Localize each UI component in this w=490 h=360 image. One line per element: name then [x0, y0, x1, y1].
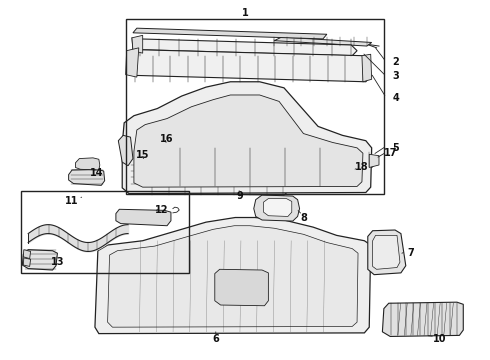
Polygon shape: [116, 209, 171, 226]
Polygon shape: [264, 199, 292, 216]
Text: 9: 9: [237, 191, 244, 201]
Polygon shape: [145, 177, 290, 195]
Text: 5: 5: [392, 143, 399, 153]
Polygon shape: [373, 235, 400, 269]
Polygon shape: [127, 164, 166, 185]
Polygon shape: [24, 249, 30, 258]
Polygon shape: [362, 54, 372, 82]
Polygon shape: [127, 50, 371, 82]
Polygon shape: [122, 82, 372, 194]
Polygon shape: [283, 165, 356, 179]
Polygon shape: [23, 249, 57, 270]
Text: 1: 1: [242, 8, 248, 18]
Text: 11: 11: [65, 197, 79, 206]
Polygon shape: [134, 39, 357, 56]
Text: 13: 13: [50, 257, 64, 267]
Text: 7: 7: [407, 248, 414, 258]
Polygon shape: [254, 195, 299, 221]
Text: 10: 10: [433, 334, 447, 344]
Bar: [125, 19, 384, 194]
Text: 17: 17: [385, 148, 398, 158]
Polygon shape: [215, 269, 269, 306]
Text: 4: 4: [392, 93, 399, 103]
Polygon shape: [69, 169, 105, 185]
Polygon shape: [118, 135, 133, 166]
Bar: [21, 191, 189, 273]
Polygon shape: [149, 152, 160, 166]
Polygon shape: [140, 141, 170, 165]
Text: 16: 16: [160, 134, 174, 144]
Polygon shape: [133, 28, 327, 39]
Polygon shape: [151, 152, 376, 167]
Text: 8: 8: [300, 212, 307, 222]
Polygon shape: [108, 226, 358, 327]
Polygon shape: [132, 35, 143, 53]
Polygon shape: [75, 158, 100, 170]
Polygon shape: [24, 258, 30, 266]
Polygon shape: [274, 37, 372, 46]
Polygon shape: [369, 154, 379, 167]
Polygon shape: [382, 302, 463, 337]
Polygon shape: [125, 48, 139, 77]
Text: 12: 12: [155, 205, 169, 215]
Text: 18: 18: [355, 162, 369, 172]
Polygon shape: [95, 217, 371, 334]
Polygon shape: [134, 95, 363, 187]
Polygon shape: [368, 230, 406, 275]
Text: 14: 14: [90, 168, 103, 178]
Text: 3: 3: [392, 71, 399, 81]
Text: 2: 2: [392, 57, 399, 67]
Text: 15: 15: [136, 150, 149, 160]
Text: 6: 6: [212, 334, 219, 344]
